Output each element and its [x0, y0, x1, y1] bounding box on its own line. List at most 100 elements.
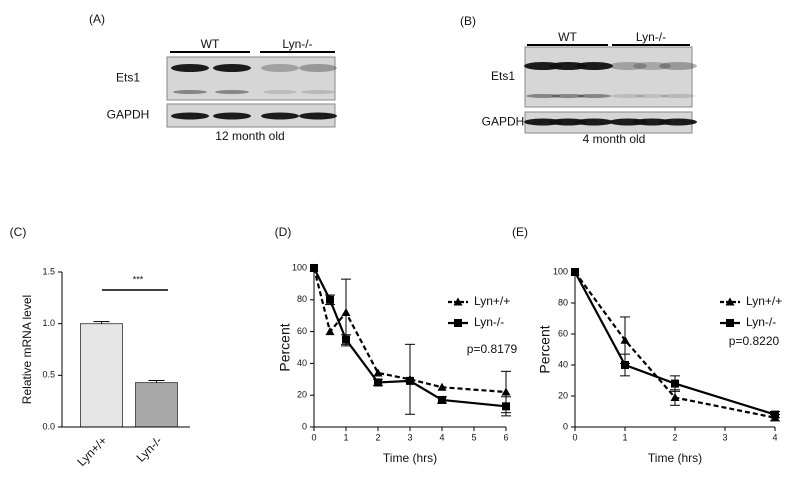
y-tick-label: 1.0	[42, 318, 55, 328]
marker	[620, 335, 630, 344]
band	[659, 62, 697, 70]
x-tick-label: Lyn+/+	[74, 433, 110, 469]
legend-label: Lyn+/+	[746, 294, 782, 308]
band	[301, 90, 335, 94]
row-label: GAPDH	[482, 115, 525, 129]
y-tick-label: 0	[563, 421, 568, 431]
band	[261, 64, 299, 72]
bar	[80, 323, 123, 428]
marker	[670, 393, 680, 402]
panel-label: (A)	[89, 12, 105, 26]
y-tick-label: 1.5	[42, 266, 55, 276]
y-tick-label: 100	[553, 266, 568, 276]
y-axis-label: Percent	[277, 323, 293, 371]
x-tick-label: 0	[572, 432, 577, 442]
y-tick-label: 80	[297, 294, 307, 304]
row-label: GAPDH	[107, 108, 150, 122]
legend-label: Lyn-/-	[474, 315, 504, 329]
band	[171, 112, 209, 120]
panel-label: (E)	[512, 225, 528, 239]
band	[213, 112, 251, 120]
annotation: p=0.8179	[467, 342, 518, 356]
panel-label: (C)	[10, 225, 27, 239]
marker	[438, 395, 446, 404]
band	[171, 64, 209, 72]
band	[213, 64, 251, 72]
x-axis-label: Time (hrs)	[383, 451, 437, 465]
legend-label: Lyn+/+	[474, 294, 510, 308]
row-label: Ets1	[116, 71, 140, 85]
series-line	[574, 271, 776, 419]
caption: 12 month old	[215, 129, 284, 143]
y-tick-label: 40	[558, 359, 568, 369]
legend-marker	[454, 319, 462, 327]
x-tick-label: 1	[622, 432, 627, 442]
y-tick-label: 0	[302, 421, 307, 431]
y-tick-label: 20	[297, 390, 307, 400]
panel-label: (B)	[460, 14, 476, 28]
x-tick-label: 5	[471, 432, 476, 442]
marker	[342, 335, 350, 344]
band	[575, 62, 613, 70]
band	[215, 90, 249, 94]
series-line	[574, 271, 776, 416]
legend-marker	[725, 297, 735, 306]
group-label: Lyn-/-	[282, 37, 312, 51]
band	[551, 94, 585, 98]
band	[299, 112, 337, 120]
x-tick-label: 2	[672, 432, 677, 442]
legend-marker	[726, 319, 734, 327]
x-tick-label: 0	[311, 432, 316, 442]
x-tick-label: 4	[772, 432, 777, 442]
marker	[341, 308, 351, 317]
band	[633, 62, 671, 70]
row-label: Ets1	[491, 69, 515, 83]
y-tick-label: 60	[558, 328, 568, 338]
band	[299, 64, 337, 72]
marker	[326, 295, 334, 304]
marker	[437, 382, 447, 391]
blot-strip	[524, 46, 693, 108]
y-tick-label: 80	[558, 297, 568, 307]
marker	[325, 327, 335, 336]
band	[549, 118, 587, 126]
band	[609, 62, 647, 70]
band	[611, 94, 645, 98]
marker	[502, 402, 510, 411]
y-tick-label: 40	[297, 358, 307, 368]
band	[659, 118, 697, 126]
x-axis-label: Time (hrs)	[648, 451, 702, 465]
x-tick-label: 6	[503, 432, 508, 442]
x-tick-label: 4	[439, 432, 444, 442]
group-label: WT	[558, 30, 577, 44]
band	[173, 90, 207, 94]
caption: 4 month old	[583, 132, 646, 146]
bar	[135, 382, 178, 428]
marker	[373, 368, 383, 377]
band	[633, 118, 671, 126]
band	[661, 94, 695, 98]
panel-label: (D)	[275, 225, 292, 239]
x-tick-label: 1	[343, 432, 348, 442]
x-tick-label: 2	[375, 432, 380, 442]
x-tick-label: 3	[407, 432, 412, 442]
y-tick-label: 60	[297, 326, 307, 336]
band	[526, 94, 560, 98]
y-tick-label: 0.5	[42, 370, 55, 380]
legend-label: Lyn-/-	[746, 315, 776, 329]
marker	[771, 410, 779, 419]
band	[261, 112, 299, 120]
marker	[374, 378, 382, 387]
y-tick-label: 100	[292, 262, 307, 272]
marker	[406, 376, 414, 385]
y-axis-label: Relative mRNA level	[20, 295, 34, 404]
band	[575, 118, 613, 126]
band	[635, 94, 669, 98]
band	[549, 62, 587, 70]
annotation: ***	[133, 274, 144, 284]
marker	[621, 361, 629, 369]
y-tick-label: 20	[558, 390, 568, 400]
x-tick-label: Lyn-/-	[134, 433, 165, 464]
legend-marker	[453, 297, 463, 306]
